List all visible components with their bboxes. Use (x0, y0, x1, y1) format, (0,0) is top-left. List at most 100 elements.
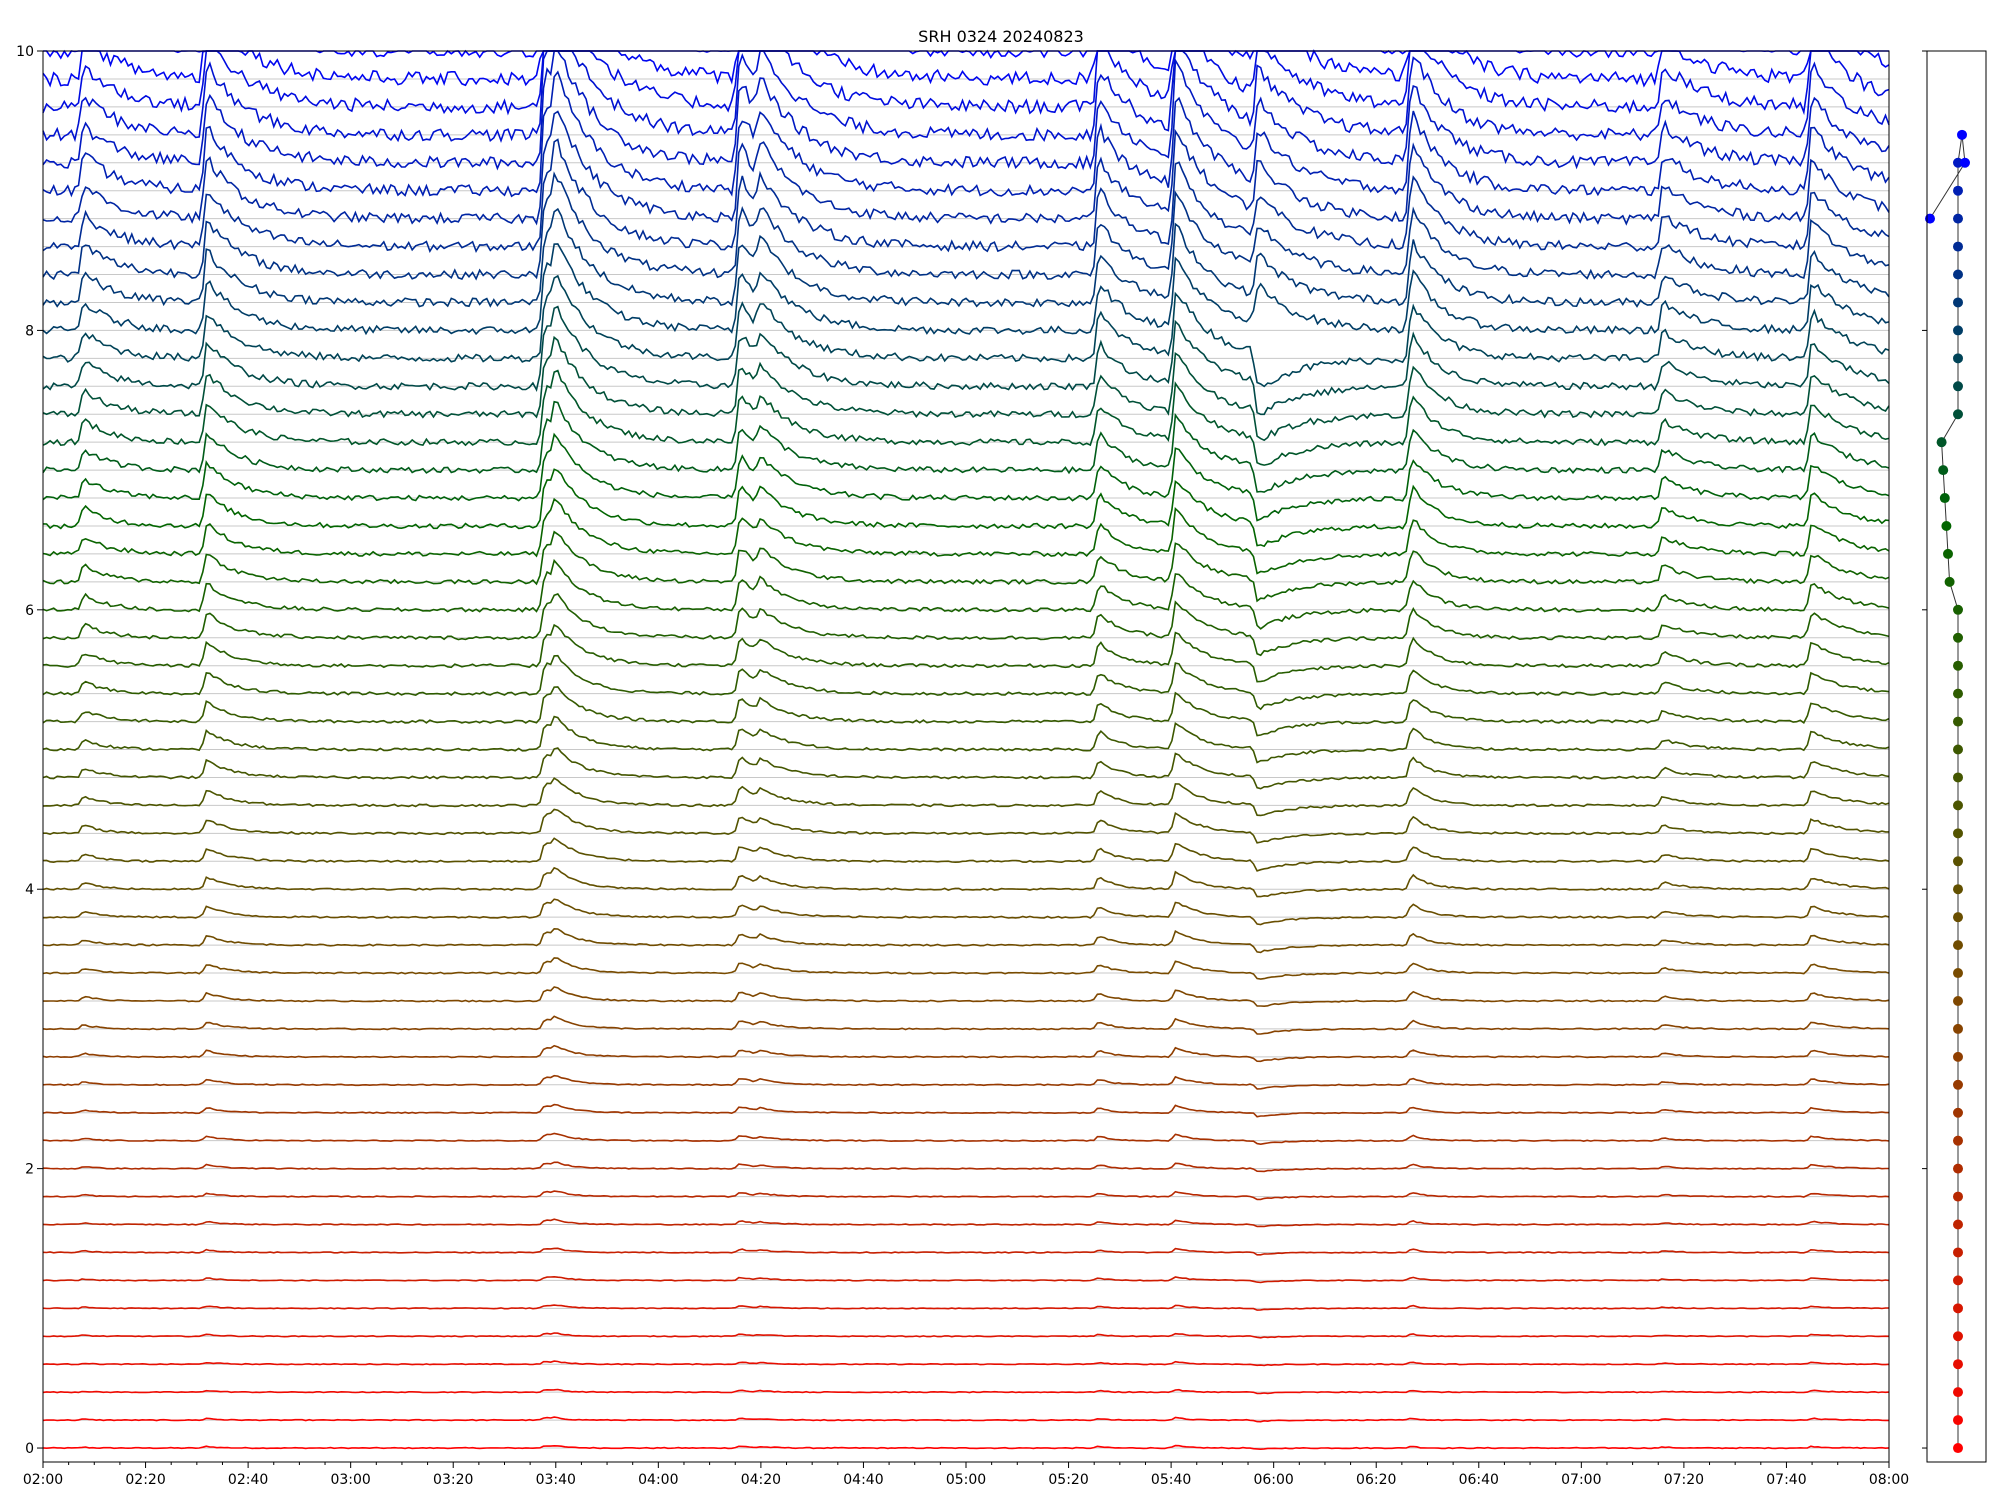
series-line-18 (42, 957, 1890, 980)
series-line-30 (42, 593, 1890, 657)
side-point (1953, 353, 1963, 364)
side-point (1953, 744, 1963, 755)
side-point (1939, 493, 1950, 504)
series-line-40 (42, 274, 1890, 388)
series-line-38 (42, 335, 1890, 442)
side-point (1953, 995, 1963, 1006)
side-point (1938, 465, 1949, 476)
series-line-48 (42, 50, 1890, 143)
plot-area (43, 51, 1889, 1462)
y-tick-label: 6 (25, 603, 34, 619)
side-point (1953, 856, 1963, 867)
series-line-22 (42, 837, 1890, 872)
side-point (1953, 772, 1963, 783)
x-tick-label: 05:20 (1048, 1472, 1088, 1488)
series-line-8 (42, 1247, 1890, 1256)
series-line-29 (42, 623, 1890, 683)
side-point (1953, 1051, 1963, 1062)
series-line-16 (42, 1015, 1890, 1035)
side-point (1953, 1163, 1963, 1174)
y-tick-label: 4 (25, 882, 34, 898)
x-tick-label: 03:40 (536, 1472, 576, 1488)
series-line-1 (42, 1444, 1890, 1451)
series-line-28 (42, 654, 1890, 711)
side-point (1953, 912, 1963, 923)
series-line-3 (42, 1388, 1890, 1395)
side-point (1953, 1135, 1963, 1146)
x-tick-label: 03:00 (330, 1472, 370, 1488)
series-line-41 (42, 243, 1890, 336)
series-line-31 (42, 558, 1890, 630)
x-tick-label: 04:20 (741, 1472, 781, 1488)
side-point (1953, 185, 1963, 196)
series-line-47 (42, 50, 1890, 171)
x-tick-label: 04:00 (638, 1472, 678, 1488)
side-point (1953, 1191, 1963, 1202)
series-line-9 (42, 1218, 1890, 1228)
side-point (1953, 1275, 1963, 1286)
x-axis: 02:00 02:20 02:40 03:00 03:20 03:40 04:00 04:20… (23, 1462, 1909, 1488)
series-line-20 (43, 898, 1890, 926)
series-line-21 (42, 866, 1890, 898)
series-line-45 (42, 110, 1890, 226)
side-point (1953, 632, 1963, 643)
x-tick-label: 05:00 (946, 1472, 986, 1488)
x-tick-label: 02:00 (23, 1472, 63, 1488)
side-point (1953, 1415, 1963, 1426)
x-tick-label: 06:00 (1253, 1472, 1293, 1488)
x-tick-label: 07:40 (1766, 1472, 1806, 1488)
y-tick-label: 0 (25, 1441, 34, 1457)
side-point (1943, 548, 1953, 559)
y-axis: 0 2 4 6 8 10 (16, 44, 43, 1457)
series-line-19 (42, 927, 1890, 954)
side-point (1953, 325, 1963, 336)
series-line-35 (42, 432, 1890, 522)
side-point (1953, 1359, 1963, 1370)
series-line-13 (42, 1103, 1889, 1118)
side-plot (1922, 50, 1987, 1463)
series-line-23 (43, 808, 1889, 844)
x-tick-label: 02:40 (228, 1472, 268, 1488)
x-tick-label: 06:20 (1356, 1472, 1396, 1488)
side-point (1953, 660, 1963, 671)
side-point (1953, 297, 1963, 308)
side-point (1953, 604, 1963, 615)
side-point (1960, 157, 1970, 168)
side-point (1953, 968, 1963, 979)
side-point (1953, 1023, 1963, 1034)
side-point (1953, 1247, 1963, 1258)
x-tick-label: 04:40 (843, 1472, 883, 1488)
side-point (1953, 688, 1963, 699)
side-point (1953, 1219, 1963, 1230)
chart-title: SRH 0324 20240823 (918, 27, 1084, 46)
side-point (1953, 1107, 1963, 1118)
series-line-46 (42, 70, 1890, 198)
side-point (1953, 1079, 1963, 1090)
side-point (1953, 884, 1963, 895)
series-line-5 (42, 1332, 1890, 1339)
side-point (1953, 1443, 1963, 1454)
main-plot: 02:00 02:20 02:40 03:00 03:20 03:40 04:00 04:20… (16, 44, 1909, 1488)
side-layer (1922, 50, 1970, 1454)
series-line-42 (42, 207, 1890, 308)
series-line-11 (43, 1161, 1889, 1173)
x-tick-label: 07:00 (1561, 1472, 1601, 1488)
side-point (1953, 213, 1963, 224)
series-line-36 (42, 400, 1890, 493)
side-point (1953, 269, 1963, 280)
series-line-34 (42, 468, 1890, 548)
side-point (1957, 129, 1967, 140)
side-point (1944, 576, 1955, 587)
side-point (1953, 409, 1963, 420)
series-line-44 (42, 138, 1890, 254)
side-point (1953, 800, 1963, 811)
series-line-39 (42, 305, 1890, 416)
series-line-17 (43, 986, 1890, 1008)
series-line-10 (42, 1190, 1890, 1201)
series-line-14 (42, 1074, 1890, 1090)
series-line-32 (42, 530, 1890, 603)
y-tick-label: 10 (16, 44, 34, 60)
series-line-15 (42, 1044, 1890, 1063)
series-line-7 (42, 1275, 1890, 1284)
